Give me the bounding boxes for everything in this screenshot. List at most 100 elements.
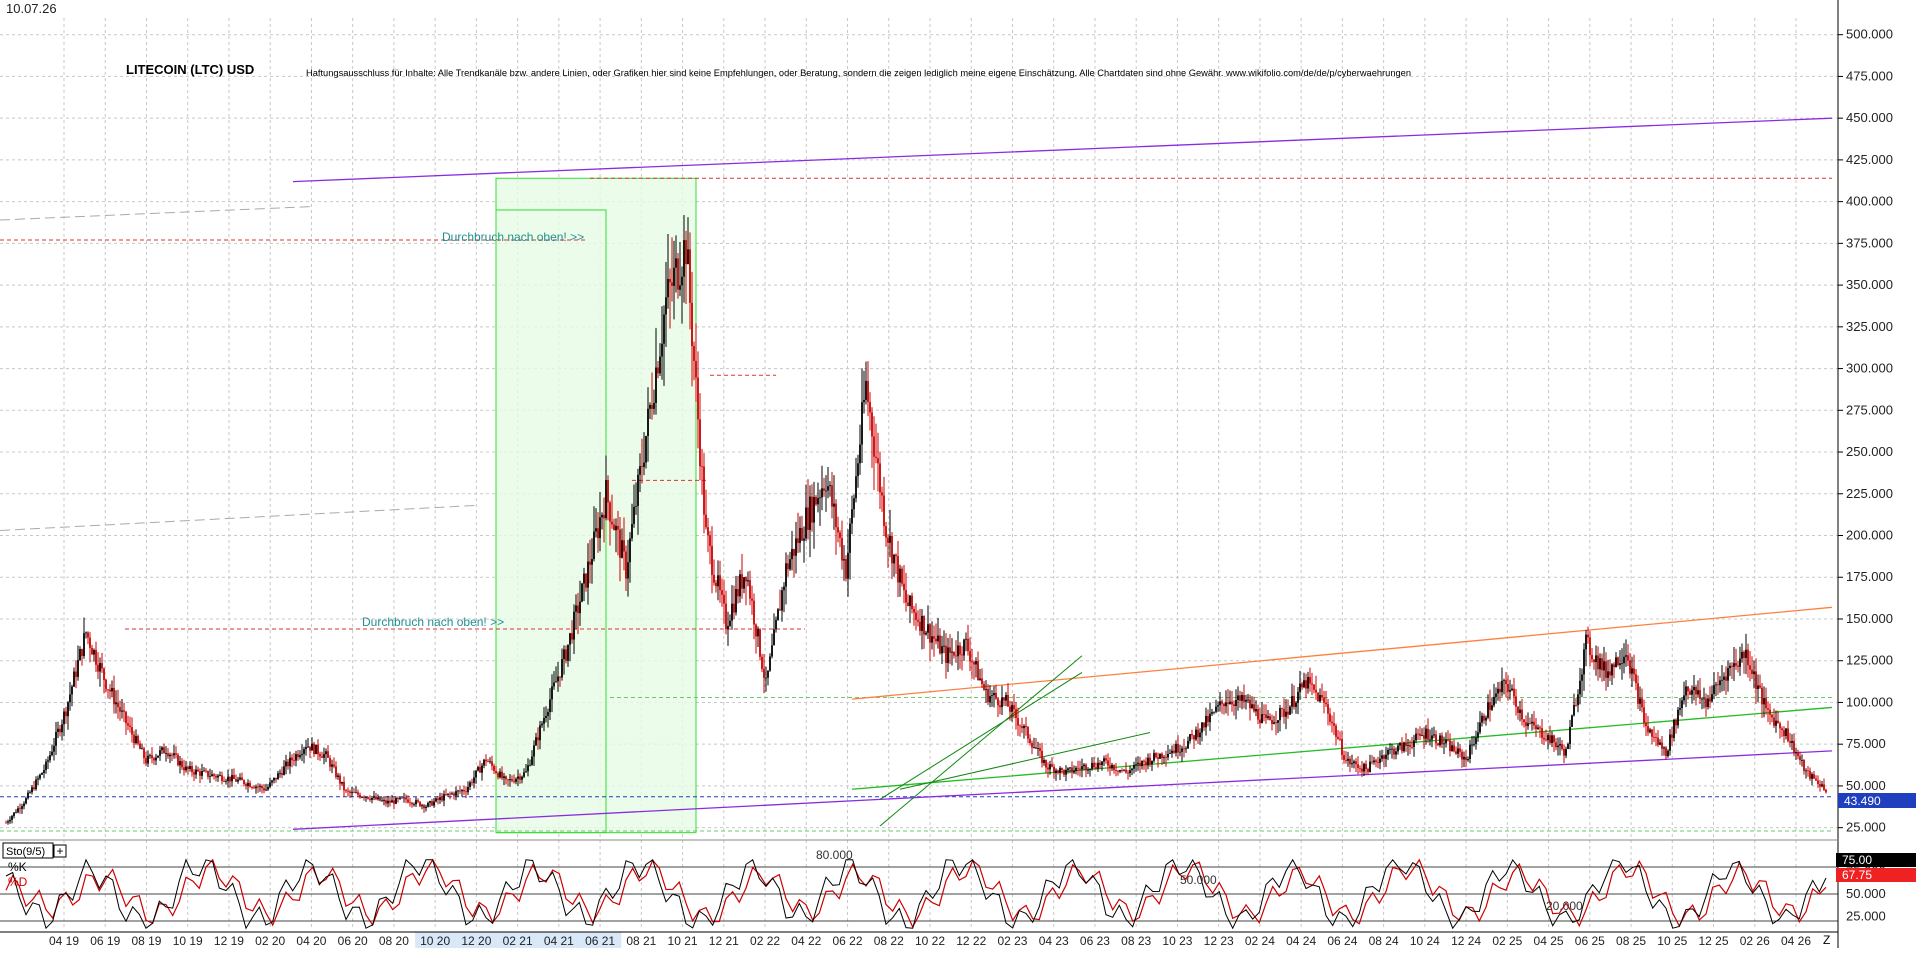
candle-body — [1417, 733, 1419, 735]
candle-body — [1175, 743, 1177, 753]
candle-body — [1079, 768, 1081, 770]
candle-body — [1263, 714, 1265, 715]
candle-body — [811, 496, 813, 523]
candle-body — [879, 463, 881, 493]
candle-body — [93, 649, 95, 655]
candle-body — [597, 528, 599, 539]
candle-body — [1823, 784, 1825, 790]
candle-body — [87, 632, 89, 638]
candle-body — [1701, 698, 1703, 700]
candle-body — [1359, 767, 1361, 769]
candle-body — [1473, 743, 1475, 745]
candle-body — [825, 490, 827, 492]
candle-body — [861, 402, 863, 445]
candle-body — [617, 525, 619, 530]
candle-body — [667, 278, 669, 298]
candle-body — [1785, 728, 1787, 737]
candle-body — [451, 793, 453, 795]
candle-body — [241, 777, 243, 781]
candle-body — [1821, 784, 1823, 787]
candle-body — [137, 736, 139, 744]
candle-body — [1579, 680, 1581, 695]
candle-body — [717, 575, 719, 587]
candle-body — [921, 615, 923, 631]
candle-body — [1819, 784, 1821, 787]
candle-body — [239, 777, 241, 780]
candle-body — [1277, 720, 1279, 723]
candle-body — [1545, 739, 1547, 741]
candle-body — [639, 466, 641, 475]
candle-body — [1077, 767, 1079, 769]
x-tick-label: 02 22 — [750, 934, 780, 948]
y-tick-label: 225.000 — [1846, 486, 1893, 501]
indicator-label-box[interactable] — [2, 842, 54, 859]
candle-body — [1215, 706, 1217, 712]
candle-body — [227, 776, 229, 781]
candle-body — [277, 773, 279, 780]
x-tick-label: 10 20 — [420, 934, 450, 948]
candle-body — [361, 796, 363, 798]
candle-body — [1127, 772, 1129, 774]
candle-body — [1741, 651, 1743, 659]
candle-body — [977, 661, 979, 681]
candle-body — [333, 764, 335, 767]
candle-body — [1153, 753, 1155, 761]
candle-body — [739, 574, 741, 597]
candle-body — [651, 404, 653, 409]
candle-body — [957, 645, 959, 657]
candle-body — [657, 367, 659, 374]
candle-body — [191, 766, 193, 773]
candle-body — [59, 728, 61, 733]
candle-body — [1283, 708, 1285, 717]
candle-body — [337, 775, 339, 778]
candle-body — [1451, 745, 1453, 752]
candle-body — [649, 404, 651, 409]
candle-body — [1101, 761, 1103, 765]
candle-body — [1397, 745, 1399, 752]
candle-body — [1267, 716, 1269, 719]
candle-body — [613, 524, 615, 531]
candle-body — [1075, 767, 1077, 771]
candle-body — [79, 649, 81, 661]
candle-body — [439, 797, 441, 800]
y-tick-label: 375.000 — [1846, 235, 1893, 250]
candle-body — [1649, 729, 1651, 733]
candle-body — [1635, 674, 1637, 684]
y-tick-label: 175.000 — [1846, 569, 1893, 584]
candle-body — [1795, 752, 1797, 754]
candle-body — [509, 779, 511, 781]
candle-body — [1037, 748, 1039, 749]
candle-body — [321, 756, 323, 758]
candle-body — [837, 527, 839, 533]
candle-body — [937, 635, 939, 642]
candle-body — [1155, 753, 1157, 758]
candle-body — [123, 710, 125, 712]
candle-body — [1663, 747, 1665, 749]
candle-body — [203, 770, 205, 772]
candle-body — [373, 796, 375, 798]
candle-body — [1689, 691, 1691, 695]
candle-body — [1585, 634, 1587, 650]
candle-body — [141, 748, 143, 750]
candle-body — [1083, 764, 1085, 767]
d-value-text: 67.75 — [1842, 868, 1872, 882]
candle-body — [793, 549, 795, 556]
candle-body — [633, 506, 635, 524]
candle-body — [1573, 705, 1575, 716]
candle-body — [971, 661, 973, 663]
x-tick-label: 06 25 — [1575, 934, 1605, 948]
candle-body — [109, 689, 111, 692]
candle-body — [1295, 702, 1297, 707]
candle-body — [315, 744, 317, 755]
candle-body — [1089, 768, 1091, 770]
indicator-expand-button[interactable] — [53, 844, 67, 858]
candle-body — [143, 748, 145, 759]
candle-body — [1459, 748, 1461, 752]
candle-body — [1647, 725, 1649, 733]
candle-body — [411, 802, 413, 805]
candle-body — [1333, 723, 1335, 726]
candle-body — [1745, 649, 1747, 658]
y-tick-label: 150.000 — [1846, 611, 1893, 626]
candle-body — [189, 766, 191, 769]
